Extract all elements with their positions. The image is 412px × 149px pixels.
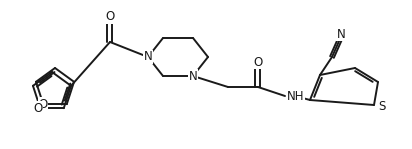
- Text: O: O: [253, 55, 262, 69]
- Text: S: S: [378, 100, 385, 112]
- Text: NH: NH: [287, 90, 304, 104]
- Text: N: N: [144, 51, 152, 63]
- Text: O: O: [34, 102, 43, 115]
- Text: O: O: [105, 10, 115, 24]
- Text: O: O: [39, 98, 48, 111]
- Text: N: N: [337, 28, 345, 41]
- Text: N: N: [189, 69, 197, 83]
